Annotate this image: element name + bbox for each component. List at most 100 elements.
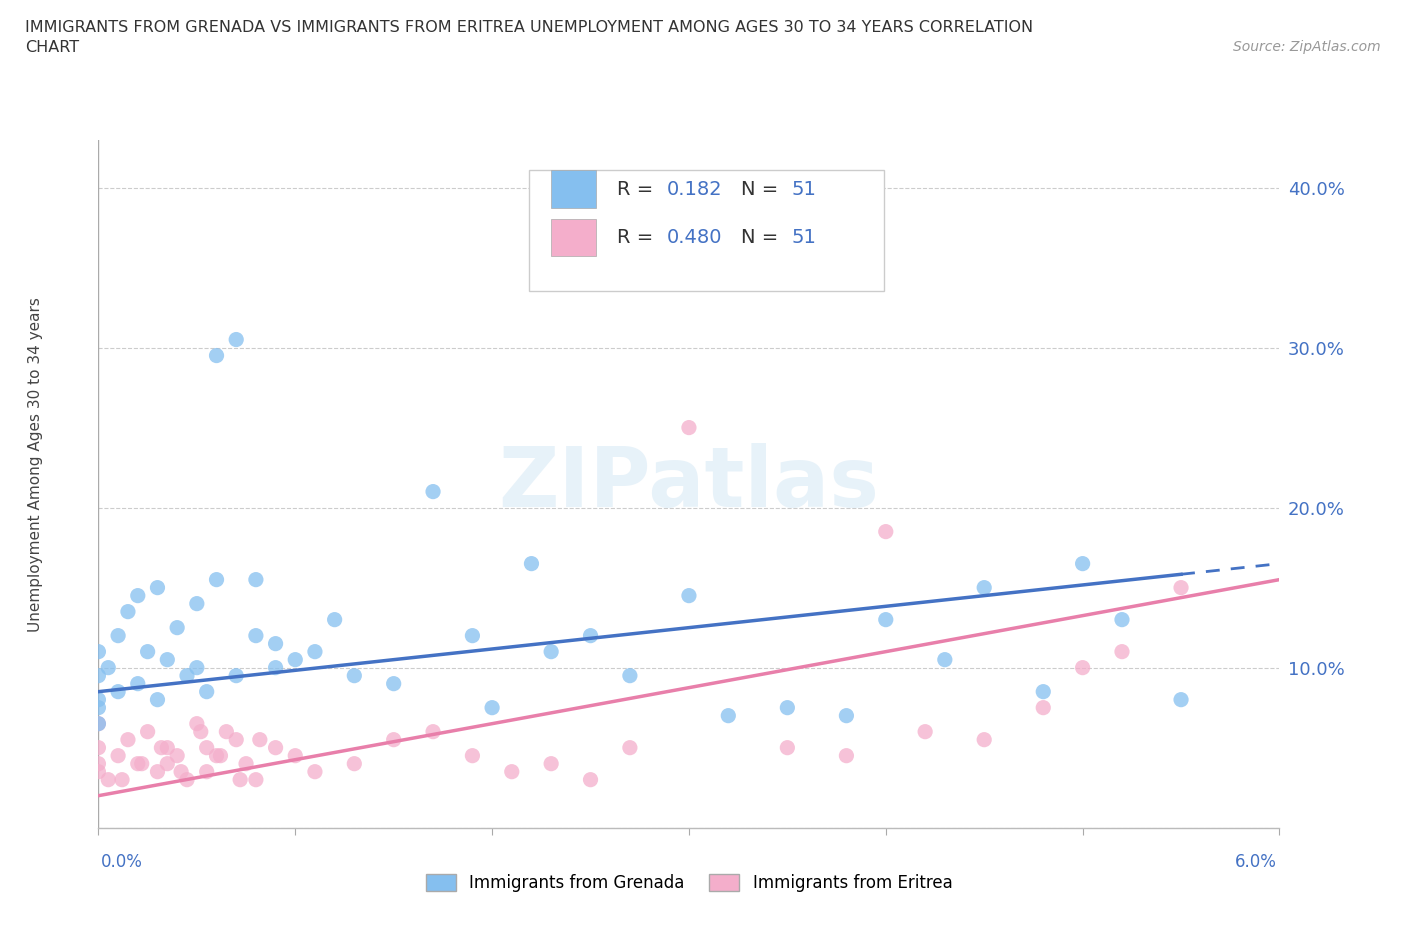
Point xyxy=(1071,556,1094,571)
Point xyxy=(520,556,543,571)
Point xyxy=(304,644,326,659)
Point xyxy=(107,749,129,764)
Point xyxy=(678,588,700,603)
Point xyxy=(264,660,287,675)
Point xyxy=(117,604,139,619)
Point xyxy=(343,756,366,771)
Text: R =: R = xyxy=(617,228,659,247)
Point xyxy=(205,749,228,764)
Point xyxy=(1032,700,1054,715)
Point xyxy=(973,732,995,747)
Point xyxy=(225,332,247,347)
Point xyxy=(97,660,120,675)
Point xyxy=(264,636,287,651)
Point xyxy=(87,716,110,731)
Point xyxy=(835,749,858,764)
Point xyxy=(540,644,562,659)
Point xyxy=(1071,660,1094,675)
Point xyxy=(245,772,267,787)
Text: 0.0%: 0.0% xyxy=(101,853,143,870)
Point xyxy=(190,724,212,739)
Point xyxy=(97,772,120,787)
Point xyxy=(127,588,149,603)
Point xyxy=(186,660,208,675)
Point xyxy=(717,709,740,724)
Text: 51: 51 xyxy=(792,179,817,199)
Point xyxy=(245,628,267,643)
Text: Unemployment Among Ages 30 to 34 years: Unemployment Among Ages 30 to 34 years xyxy=(28,298,42,632)
Point xyxy=(186,596,208,611)
Point xyxy=(136,644,159,659)
Point xyxy=(284,749,307,764)
Point xyxy=(87,740,110,755)
Point xyxy=(107,684,129,699)
Point xyxy=(195,684,218,699)
Point xyxy=(195,764,218,779)
Text: 51: 51 xyxy=(792,228,817,247)
Point xyxy=(973,580,995,595)
FancyBboxPatch shape xyxy=(530,170,884,291)
Point xyxy=(934,652,956,667)
Point xyxy=(225,669,247,684)
Point xyxy=(284,652,307,667)
Text: R =: R = xyxy=(617,179,659,199)
Point xyxy=(209,749,232,764)
Point xyxy=(156,740,179,755)
Point xyxy=(422,485,444,499)
Point xyxy=(461,628,484,643)
Point xyxy=(579,628,602,643)
Point xyxy=(215,724,238,739)
Point xyxy=(146,580,169,595)
Point xyxy=(875,612,897,627)
Text: 0.480: 0.480 xyxy=(666,228,723,247)
Point xyxy=(127,756,149,771)
FancyBboxPatch shape xyxy=(551,170,596,208)
Text: N =: N = xyxy=(741,228,785,247)
FancyBboxPatch shape xyxy=(551,219,596,257)
Point xyxy=(501,764,523,779)
Point xyxy=(146,764,169,779)
Point xyxy=(382,732,405,747)
Point xyxy=(540,756,562,771)
Point xyxy=(225,732,247,747)
Point xyxy=(166,749,188,764)
Point xyxy=(87,756,110,771)
Point xyxy=(87,716,110,731)
Point xyxy=(264,740,287,755)
Text: IMMIGRANTS FROM GRENADA VS IMMIGRANTS FROM ERITREA UNEMPLOYMENT AMONG AGES 30 TO: IMMIGRANTS FROM GRENADA VS IMMIGRANTS FR… xyxy=(25,20,1033,35)
Text: 6.0%: 6.0% xyxy=(1234,853,1277,870)
Point xyxy=(131,756,153,771)
Point xyxy=(1032,684,1054,699)
Point xyxy=(304,764,326,779)
Point xyxy=(87,692,110,707)
Point xyxy=(87,644,110,659)
Point xyxy=(205,572,228,587)
Point xyxy=(249,732,271,747)
Point xyxy=(156,652,179,667)
Point xyxy=(186,716,208,731)
Point xyxy=(205,348,228,363)
Point xyxy=(382,676,405,691)
Point xyxy=(422,724,444,739)
Point xyxy=(229,772,252,787)
Point xyxy=(481,700,503,715)
Point xyxy=(166,620,188,635)
Point xyxy=(127,676,149,691)
Text: CHART: CHART xyxy=(25,40,79,55)
Point xyxy=(150,740,173,755)
Point xyxy=(776,700,799,715)
Point xyxy=(176,772,198,787)
Point xyxy=(323,612,346,627)
Point xyxy=(111,772,134,787)
Point xyxy=(146,692,169,707)
Text: 0.182: 0.182 xyxy=(666,179,723,199)
Point xyxy=(1170,692,1192,707)
Point xyxy=(136,724,159,739)
Point xyxy=(619,740,641,755)
Point xyxy=(835,709,858,724)
Point xyxy=(914,724,936,739)
Point xyxy=(107,628,129,643)
Point xyxy=(156,756,179,771)
Point xyxy=(87,669,110,684)
Point xyxy=(678,420,700,435)
